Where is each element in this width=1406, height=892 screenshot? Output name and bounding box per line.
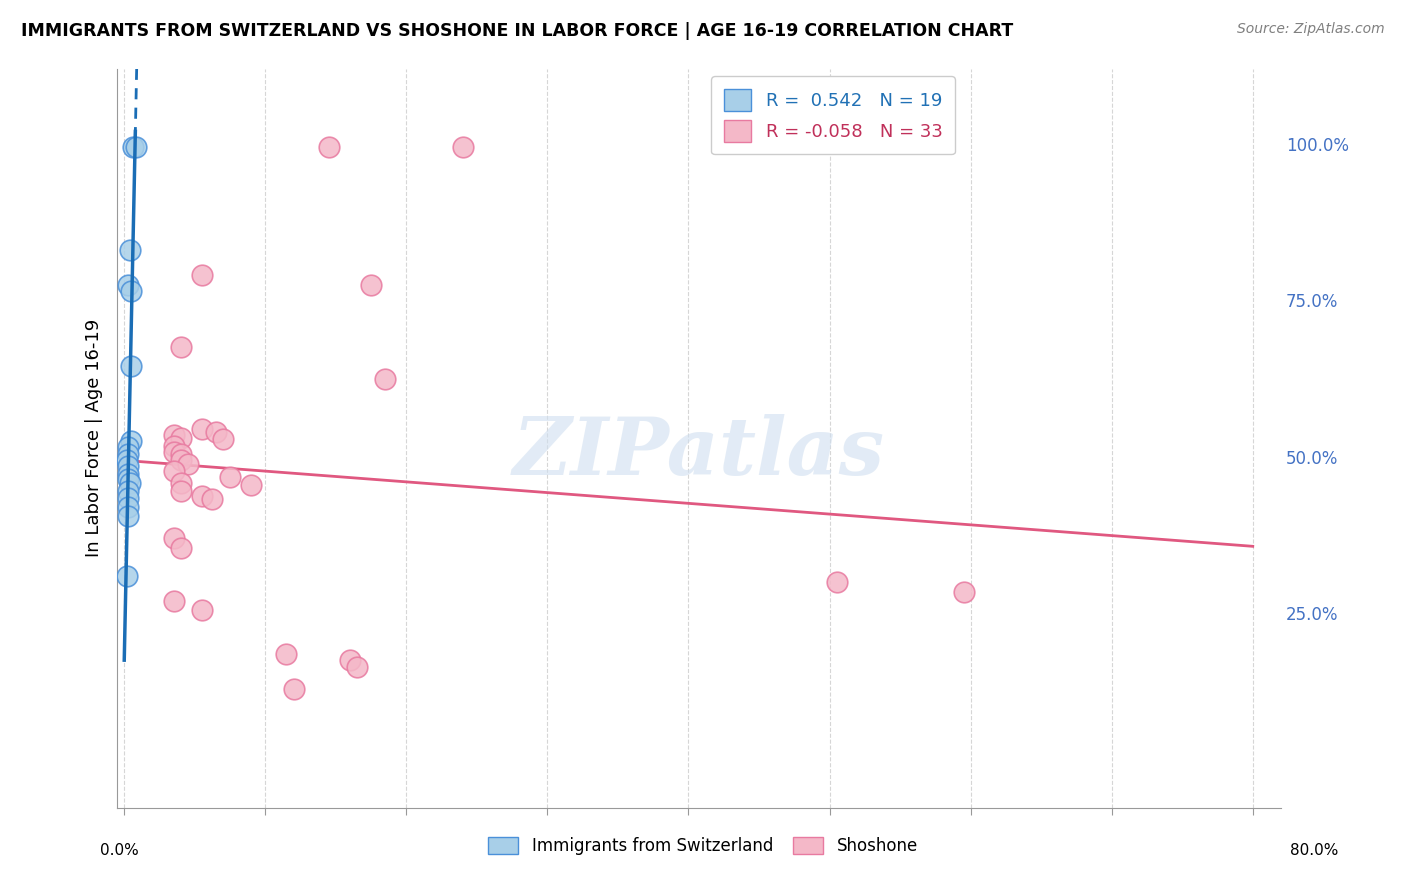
- Point: [169, 476, 191, 491]
- Point: [169, 453, 191, 467]
- Point: [360, 277, 382, 292]
- Point: [120, 434, 142, 449]
- Point: [191, 489, 214, 503]
- Point: [117, 509, 139, 524]
- Point: [115, 569, 138, 583]
- Point: [374, 371, 396, 385]
- Point: [318, 140, 340, 154]
- Text: 0.0%: 0.0%: [100, 843, 139, 858]
- Point: [212, 433, 235, 447]
- Text: ZIPatlas: ZIPatlas: [513, 414, 886, 491]
- Point: [169, 484, 191, 499]
- Point: [117, 459, 139, 474]
- Point: [117, 447, 139, 461]
- Point: [117, 277, 139, 292]
- Point: [117, 467, 139, 482]
- Point: [117, 484, 139, 499]
- Point: [120, 284, 142, 298]
- Point: [117, 500, 139, 514]
- Text: 80.0%: 80.0%: [1291, 843, 1339, 858]
- Point: [177, 458, 200, 472]
- Point: [339, 653, 361, 667]
- Legend: R =  0.542   N = 19, R = -0.058   N = 33: R = 0.542 N = 19, R = -0.058 N = 33: [711, 76, 955, 154]
- Point: [191, 268, 214, 283]
- Point: [117, 472, 139, 486]
- Point: [115, 453, 138, 467]
- Point: [825, 575, 848, 590]
- Point: [276, 647, 298, 661]
- Point: [169, 340, 191, 354]
- Point: [120, 359, 142, 373]
- Point: [240, 478, 263, 492]
- Point: [169, 447, 191, 461]
- Point: [162, 531, 184, 545]
- Point: [162, 445, 184, 459]
- Point: [121, 140, 143, 154]
- Point: [169, 541, 191, 555]
- Point: [124, 140, 146, 154]
- Point: [205, 425, 228, 439]
- Legend: Immigrants from Switzerland, Shoshone: Immigrants from Switzerland, Shoshone: [482, 830, 924, 862]
- Text: Source: ZipAtlas.com: Source: ZipAtlas.com: [1237, 22, 1385, 37]
- Point: [162, 439, 184, 453]
- Point: [451, 140, 474, 154]
- Point: [346, 659, 368, 673]
- Point: [162, 594, 184, 608]
- Point: [118, 243, 141, 257]
- Point: [118, 476, 141, 491]
- Point: [219, 470, 242, 484]
- Point: [169, 431, 191, 445]
- Point: [952, 584, 974, 599]
- Text: IMMIGRANTS FROM SWITZERLAND VS SHOSHONE IN LABOR FORCE | AGE 16-19 CORRELATION C: IMMIGRANTS FROM SWITZERLAND VS SHOSHONE …: [21, 22, 1014, 40]
- Point: [201, 492, 224, 507]
- Point: [117, 441, 139, 455]
- Point: [191, 603, 214, 617]
- Point: [191, 422, 214, 436]
- Point: [162, 428, 184, 442]
- Point: [117, 491, 139, 505]
- Point: [283, 681, 305, 696]
- Y-axis label: In Labor Force | Age 16-19: In Labor Force | Age 16-19: [86, 319, 103, 558]
- Point: [162, 464, 184, 478]
